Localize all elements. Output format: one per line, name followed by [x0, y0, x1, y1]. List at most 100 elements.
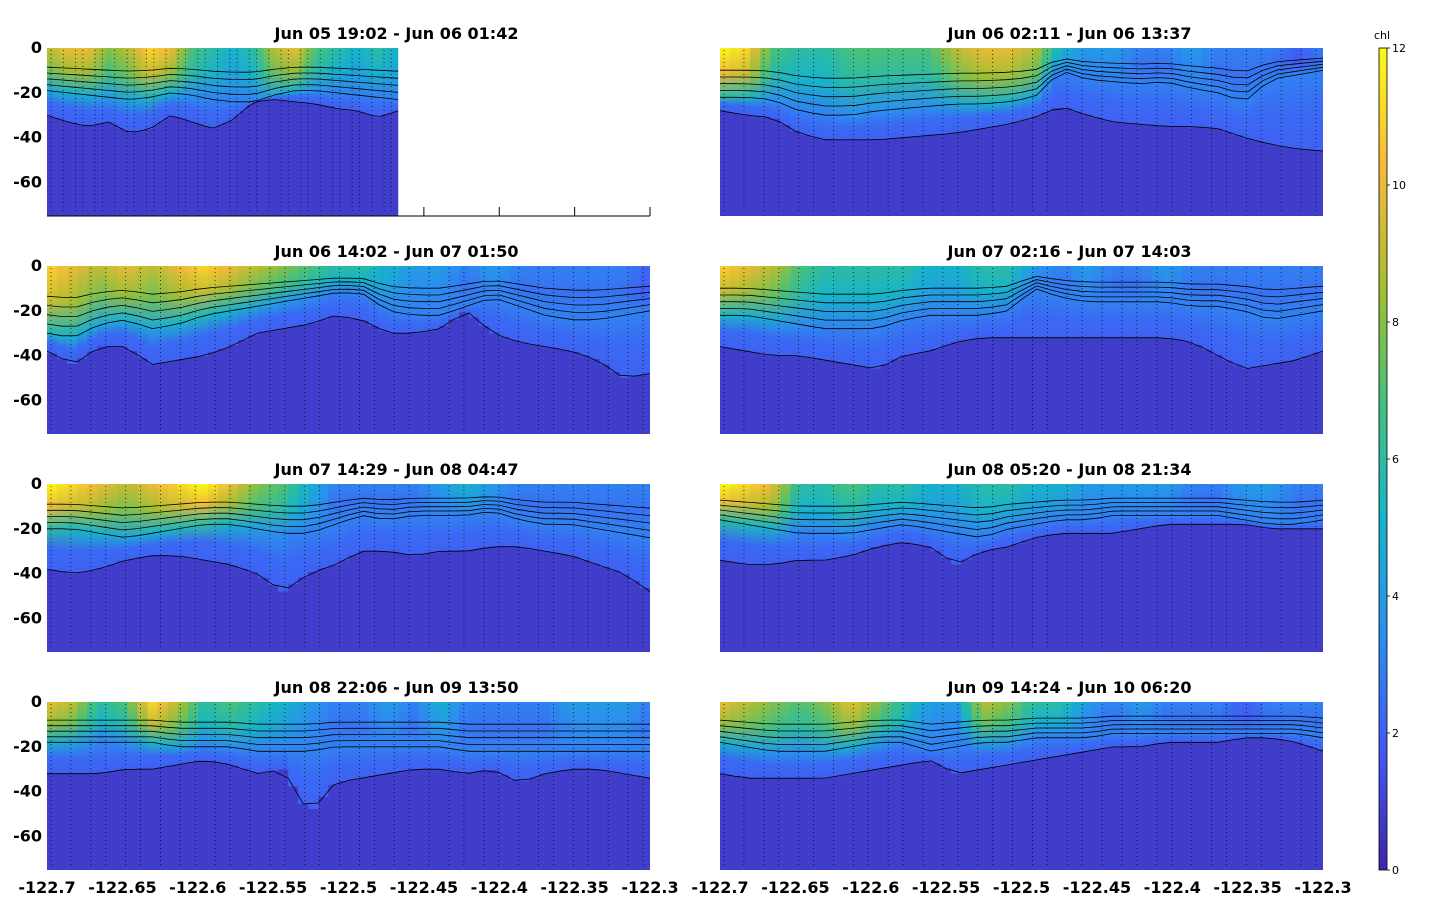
contour-column	[760, 48, 771, 216]
contour-column	[1212, 702, 1224, 870]
contour-column	[205, 48, 212, 216]
contour-column	[67, 266, 78, 434]
contour-column	[358, 266, 370, 434]
contour-column	[77, 702, 88, 870]
contour-column	[318, 702, 329, 870]
contour-column	[1001, 48, 1013, 216]
contour-line	[720, 279, 1323, 304]
contour-column	[479, 702, 490, 870]
contour-column	[840, 702, 852, 870]
contour-line	[47, 277, 650, 298]
contour-column	[217, 484, 229, 652]
contour-column	[800, 484, 812, 652]
contour-column	[730, 266, 741, 434]
contour-column	[348, 702, 360, 870]
contour-column	[47, 266, 58, 434]
contour-column	[1152, 48, 1163, 216]
contour-column	[1222, 266, 1234, 434]
contour-column	[1232, 702, 1244, 870]
contour-column	[1011, 266, 1023, 434]
contour-column	[99, 48, 107, 216]
contour-line	[47, 285, 650, 318]
section-panel: Jun 07 14:29 - Jun 08 04:47 0 -20 -40 -60	[13, 460, 650, 652]
contour-column	[880, 48, 892, 216]
contour-column	[308, 702, 319, 870]
contour-column	[438, 266, 450, 434]
contour-column	[197, 266, 209, 434]
contour-column	[840, 484, 852, 652]
contour-column	[140, 48, 148, 216]
contour-line	[47, 730, 650, 739]
colorbar-tick-label: 0	[1392, 864, 1399, 877]
contour-line	[720, 57, 1323, 79]
panel-title: Jun 07 02:16 - Jun 07 14:03	[947, 242, 1192, 261]
contour-column	[438, 484, 450, 652]
contour-column	[258, 702, 269, 870]
contour-column	[1282, 48, 1294, 216]
contour-line	[47, 496, 650, 509]
contour-column	[1041, 702, 1053, 870]
contour-column	[740, 48, 751, 216]
contour-column	[408, 484, 420, 652]
section-panel: Jun 08 22:06 - Jun 09 13:50 0 -20 -40 -60	[13, 678, 650, 870]
contour-column	[770, 484, 781, 652]
contour-column	[890, 266, 902, 434]
contour-column	[971, 484, 982, 652]
contour-column	[800, 702, 812, 870]
contour-column	[1111, 48, 1123, 216]
contour-column	[1162, 702, 1173, 870]
contour-column	[368, 266, 380, 434]
contour-column	[438, 702, 450, 870]
contour-column	[1031, 484, 1043, 652]
contour-column	[398, 484, 410, 652]
contour-column	[87, 484, 98, 652]
contour-column	[509, 266, 520, 434]
contour-column	[175, 48, 183, 216]
y-tick-label: 0	[31, 474, 42, 493]
contour-column	[1101, 48, 1113, 216]
contour-column	[197, 702, 209, 870]
contour-column	[750, 484, 761, 652]
contour-column	[820, 702, 832, 870]
contour-column	[278, 484, 289, 652]
contour-line	[720, 510, 1323, 530]
contour-column	[870, 484, 882, 652]
contour-column	[569, 484, 581, 652]
y-tick-label: -20	[13, 519, 42, 538]
contour-column	[1021, 702, 1033, 870]
contour-column	[1292, 484, 1304, 652]
contour-column	[1101, 702, 1113, 870]
contour-column	[1262, 484, 1274, 652]
contour-column	[1061, 702, 1073, 870]
contour-column	[288, 266, 299, 434]
y-tick-label: -40	[13, 346, 42, 365]
contour-column	[1182, 484, 1193, 652]
contour-column	[111, 48, 118, 216]
contour-column	[1142, 266, 1153, 434]
contour-column	[1252, 702, 1264, 870]
contour-column	[760, 266, 771, 434]
contour-column	[880, 702, 892, 870]
contour-column	[539, 484, 551, 652]
contour-line	[47, 281, 650, 308]
contour-column	[137, 702, 149, 870]
contour-column	[720, 48, 731, 216]
contour-line	[47, 99, 399, 133]
contour-column	[237, 484, 249, 652]
contour-column	[318, 484, 329, 652]
contour-line	[720, 502, 1323, 516]
contour-column	[499, 702, 510, 870]
contour-field	[47, 484, 650, 652]
contour-column	[1182, 48, 1193, 216]
contour-column	[1011, 48, 1023, 216]
contour-column	[790, 266, 801, 434]
contour-column	[217, 266, 229, 434]
contour-column	[193, 48, 200, 216]
contour-column	[310, 48, 317, 216]
contour-column	[87, 266, 98, 434]
contour-line	[47, 725, 650, 732]
contour-column	[810, 702, 822, 870]
contour-column	[760, 484, 771, 652]
contour-column	[338, 484, 350, 652]
contour-column	[1262, 48, 1274, 216]
